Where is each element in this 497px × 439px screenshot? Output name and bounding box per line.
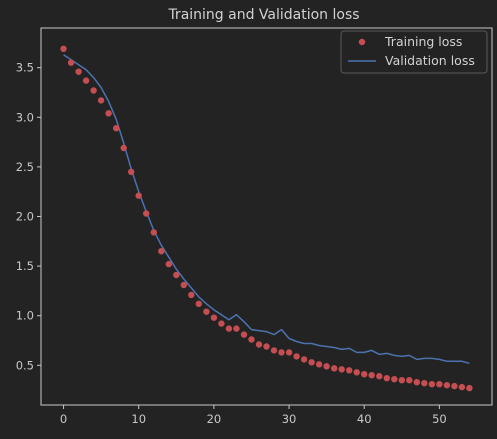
x-tick-label: 10: [131, 412, 146, 426]
training-loss-point: [383, 375, 390, 382]
training-loss-point: [308, 359, 315, 366]
y-tick-label: 3.5: [16, 61, 34, 75]
y-tick-label: 2.5: [16, 160, 34, 174]
training-loss-point: [338, 366, 345, 373]
training-loss-point: [300, 356, 308, 363]
y-tick-label: 2.0: [16, 210, 34, 224]
training-loss-point: [458, 383, 466, 391]
training-loss-point: [113, 125, 120, 132]
training-loss-point: [60, 45, 67, 52]
training-loss-point: [436, 381, 443, 388]
training-loss-point: [218, 320, 225, 327]
training-loss-point: [255, 341, 263, 348]
training-loss-point: [346, 367, 353, 374]
training-loss-point: [323, 363, 330, 370]
training-loss-point: [67, 59, 75, 66]
training-loss-point: [248, 336, 255, 343]
training-loss-point: [406, 377, 413, 384]
y-tick-label: 1.0: [16, 309, 34, 323]
legend: Training loss Validation loss: [340, 30, 488, 74]
training-loss-point: [413, 379, 420, 386]
training-loss-point: [165, 260, 172, 268]
training-loss-point: [428, 381, 436, 388]
training-loss-point: [210, 314, 218, 321]
training-loss-point: [135, 192, 142, 199]
training-loss-point: [443, 382, 451, 389]
training-loss-point: [368, 372, 375, 379]
plot-area: [40, 27, 493, 406]
legend-box: [340, 30, 488, 74]
training-loss-point: [203, 308, 210, 315]
training-loss-point: [105, 110, 112, 117]
series-layer: [60, 45, 473, 392]
training-loss-point: [173, 271, 180, 279]
x-tick-label: 50: [432, 412, 447, 426]
training-loss-point: [82, 77, 90, 84]
y-axis: 0.5 1.0 1.5 2.0 2.5 3.0 3.5: [16, 61, 41, 372]
training-loss-point: [270, 347, 278, 354]
legend-training-marker: [358, 38, 366, 46]
x-tick-label: 0: [60, 412, 67, 426]
training-loss-point: [97, 97, 105, 104]
training-loss-point: [75, 68, 82, 75]
training-loss-point: [278, 349, 285, 356]
training-loss-point: [158, 248, 165, 255]
y-tick-label: 3.0: [16, 110, 34, 124]
training-loss-point: [240, 331, 248, 338]
training-loss-point: [120, 144, 127, 152]
training-loss-point: [361, 371, 368, 378]
training-loss-point: [150, 229, 157, 236]
training-loss-point: [128, 168, 135, 176]
x-axis: 0 10 20 30 40 50: [60, 405, 447, 426]
x-tick-label: 30: [282, 412, 297, 426]
training-loss-point: [263, 343, 270, 350]
y-tick-label: 1.5: [16, 259, 34, 273]
chart-title: Training and Validation loss: [167, 7, 359, 23]
x-tick-label: 40: [357, 412, 372, 426]
training-loss-point: [391, 376, 398, 383]
training-loss-point: [315, 361, 323, 368]
y-tick-label: 0.5: [16, 358, 34, 372]
training-loss-point: [398, 377, 405, 384]
training-loss-point: [180, 281, 187, 289]
training-loss-point: [421, 380, 428, 387]
x-tick-label: 20: [207, 412, 222, 426]
training-loss-point: [90, 87, 97, 94]
legend-label: Validation loss: [385, 53, 475, 68]
training-loss-point: [233, 325, 240, 332]
training-loss-point: [143, 210, 150, 217]
legend-label: Training loss: [384, 34, 462, 49]
training-loss-point: [293, 353, 300, 360]
training-loss-point: [195, 300, 202, 307]
training-loss-point: [331, 365, 338, 372]
training-loss-point: [376, 373, 383, 380]
training-loss-point: [451, 382, 458, 390]
training-loss-point: [285, 349, 293, 356]
training-loss-point: [188, 291, 195, 299]
training-loss-point: [225, 325, 233, 332]
training-loss-point: [466, 384, 473, 392]
training-loss-point: [353, 369, 360, 376]
